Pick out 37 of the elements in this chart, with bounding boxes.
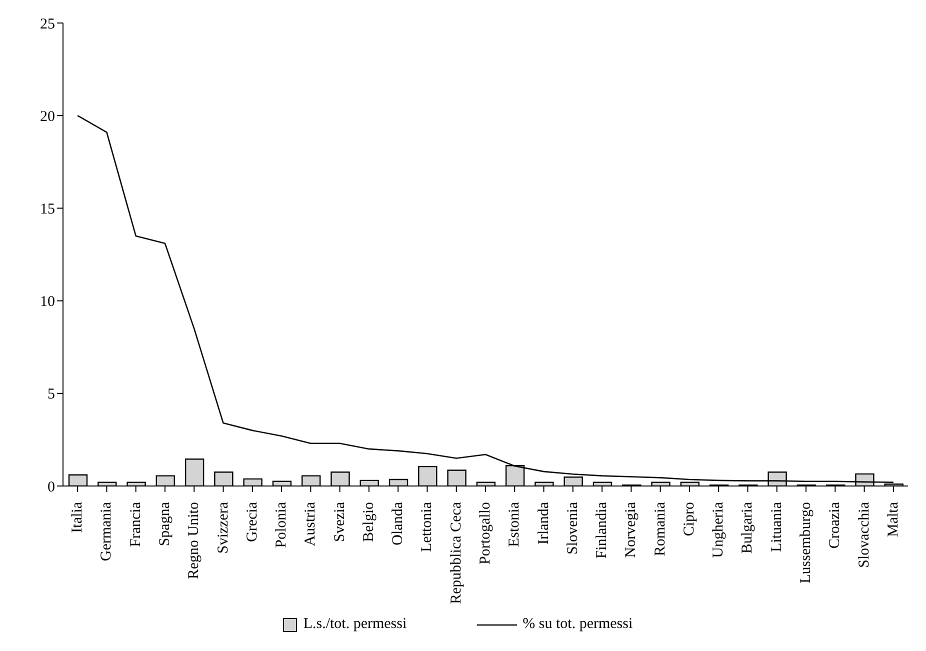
y-tick-label: 15 (40, 202, 55, 218)
x-tick-label: Svizzera (215, 502, 232, 554)
y-tick-label: 10 (40, 294, 55, 310)
x-tick-label: Irlanda (536, 502, 552, 544)
x-tick-label: Malta (885, 502, 902, 537)
x-tick-label: Lituania (768, 502, 785, 552)
x-tick-label: Lettonia (419, 502, 436, 552)
x-tick-label: Francia (128, 502, 144, 547)
x-tick-label: Lussemburgo (798, 502, 814, 584)
x-tick-label: Slovenia (564, 502, 581, 554)
legend-label: % su tot. permessi (522, 616, 633, 633)
y-tick-label: 0 (48, 479, 55, 496)
x-tick-label: Finlandia (594, 502, 610, 559)
x-tick-label: Slovacchia (856, 502, 872, 568)
legend-label: L.s./tot. permessi (303, 616, 407, 633)
x-tick-label: Ungheria (710, 502, 727, 558)
x-tick-label: Italia (70, 502, 86, 533)
x-tick-label: Estonia (506, 502, 523, 547)
x-tick-label: Grecia (244, 502, 260, 542)
x-tick-label: Germania (98, 502, 115, 562)
x-tick-label: Romania (652, 502, 668, 556)
y-tick-label: 5 (48, 386, 55, 403)
x-tick-label: Repubblica Ceca (448, 502, 464, 604)
x-tick-label: Spagna (156, 502, 173, 546)
y-tick-label: 25 (40, 16, 55, 32)
y-tick-label: 20 (40, 108, 55, 125)
x-tick-label: Norvegia (623, 502, 640, 558)
x-tick-label: Portogallo (478, 502, 494, 564)
x-tick-label: Bulgaria (740, 502, 756, 554)
x-tick-label: Croazia (827, 502, 844, 549)
x-tick-label: Cipro (681, 502, 698, 536)
x-tick-label: Olanda (390, 502, 406, 546)
x-tick-label: Svezia (332, 502, 348, 542)
x-tick-label: Belgio (360, 502, 377, 542)
x-tick-label: Austria (302, 502, 319, 546)
x-tick-label: Polonia (274, 502, 290, 548)
x-tick-label: Regno Unito (186, 502, 202, 580)
